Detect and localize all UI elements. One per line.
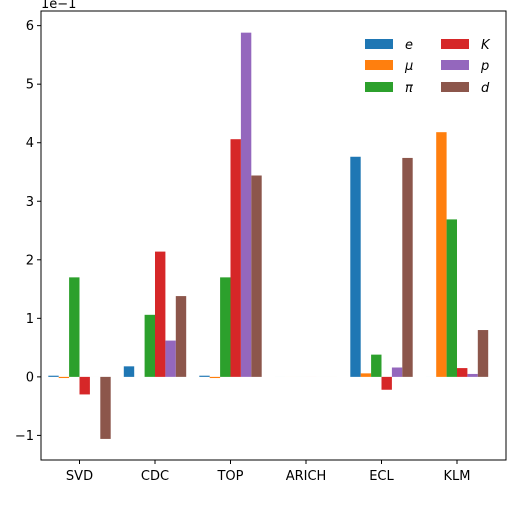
- bar-ecl-series-2: [371, 355, 381, 377]
- bar-klm-series-2: [447, 219, 457, 376]
- bar-svd-series-2: [69, 277, 79, 377]
- x-tick-label-svd: SVD: [66, 469, 93, 484]
- bar-svd-series-5: [100, 377, 110, 439]
- legend-swatch: [441, 82, 469, 92]
- bar-ecl-series-0: [350, 157, 360, 377]
- y-tick-label: 1: [26, 312, 34, 327]
- y-tick-label: 5: [26, 78, 34, 93]
- bar-cdc-series-5: [176, 296, 186, 377]
- x-tick-label-ecl: ECL: [369, 469, 394, 484]
- bar-top-series-4: [241, 33, 251, 377]
- y-tick-label: −1: [15, 429, 34, 444]
- legend-swatch: [365, 82, 393, 92]
- y-scale-label: 1e−1: [41, 0, 76, 12]
- bar-cdc-series-4: [165, 341, 175, 377]
- y-tick-label: 2: [26, 253, 34, 268]
- x-tick-label-cdc: CDC: [141, 469, 169, 484]
- bar-svd-series-3: [80, 377, 90, 395]
- legend-swatch: [365, 60, 393, 70]
- bar-ecl-series-5: [402, 158, 412, 377]
- y-tick-label: 0: [26, 370, 34, 385]
- y-tick-label: 6: [26, 19, 34, 34]
- bar-ecl-series-1: [361, 373, 371, 377]
- x-tick-label-klm: KLM: [444, 469, 471, 484]
- legend-label: π: [405, 81, 413, 96]
- legend-swatch: [441, 60, 469, 70]
- bar-top-series-1: [210, 377, 220, 378]
- y-tick-label: 3: [26, 195, 34, 210]
- legend-swatch: [441, 39, 469, 49]
- x-axis: SVD CDC TOP ARICH ECL KLM: [66, 460, 471, 484]
- bar-svd-series-0: [48, 376, 58, 377]
- bar-top-series-0: [199, 376, 209, 377]
- bar-cdc-series-0: [124, 366, 134, 377]
- bar-cdc-series-3: [155, 252, 165, 377]
- x-tick-label-arich: ARICH: [286, 469, 327, 484]
- bar-top-series-2: [220, 277, 230, 377]
- bar-cdc-series-2: [145, 315, 155, 377]
- bar-klm-series-5: [478, 330, 488, 377]
- bar-ecl-series-4: [392, 368, 402, 377]
- legend-swatch: [365, 39, 393, 49]
- bars-layer: [48, 33, 488, 439]
- bar-svd-series-1: [59, 377, 69, 378]
- legend: eμπ Kpd: [365, 38, 491, 96]
- y-tick-label: 4: [26, 136, 34, 151]
- legend-label: d: [481, 81, 490, 96]
- legend-label: p: [480, 59, 489, 74]
- legend-label: e: [405, 38, 413, 53]
- bar-klm-series-3: [457, 368, 467, 377]
- bar-klm-series-1: [436, 132, 446, 377]
- y-axis: −1 0 1 2 3 4 5 6: [15, 19, 41, 444]
- bar-klm-series-4: [467, 374, 477, 377]
- bar-top-series-3: [231, 139, 241, 377]
- x-tick-label-top: TOP: [216, 469, 243, 484]
- legend-label: K: [481, 38, 491, 53]
- bar-ecl-series-3: [382, 377, 392, 390]
- bar-top-series-5: [251, 176, 261, 377]
- legend-label: μ: [404, 59, 413, 74]
